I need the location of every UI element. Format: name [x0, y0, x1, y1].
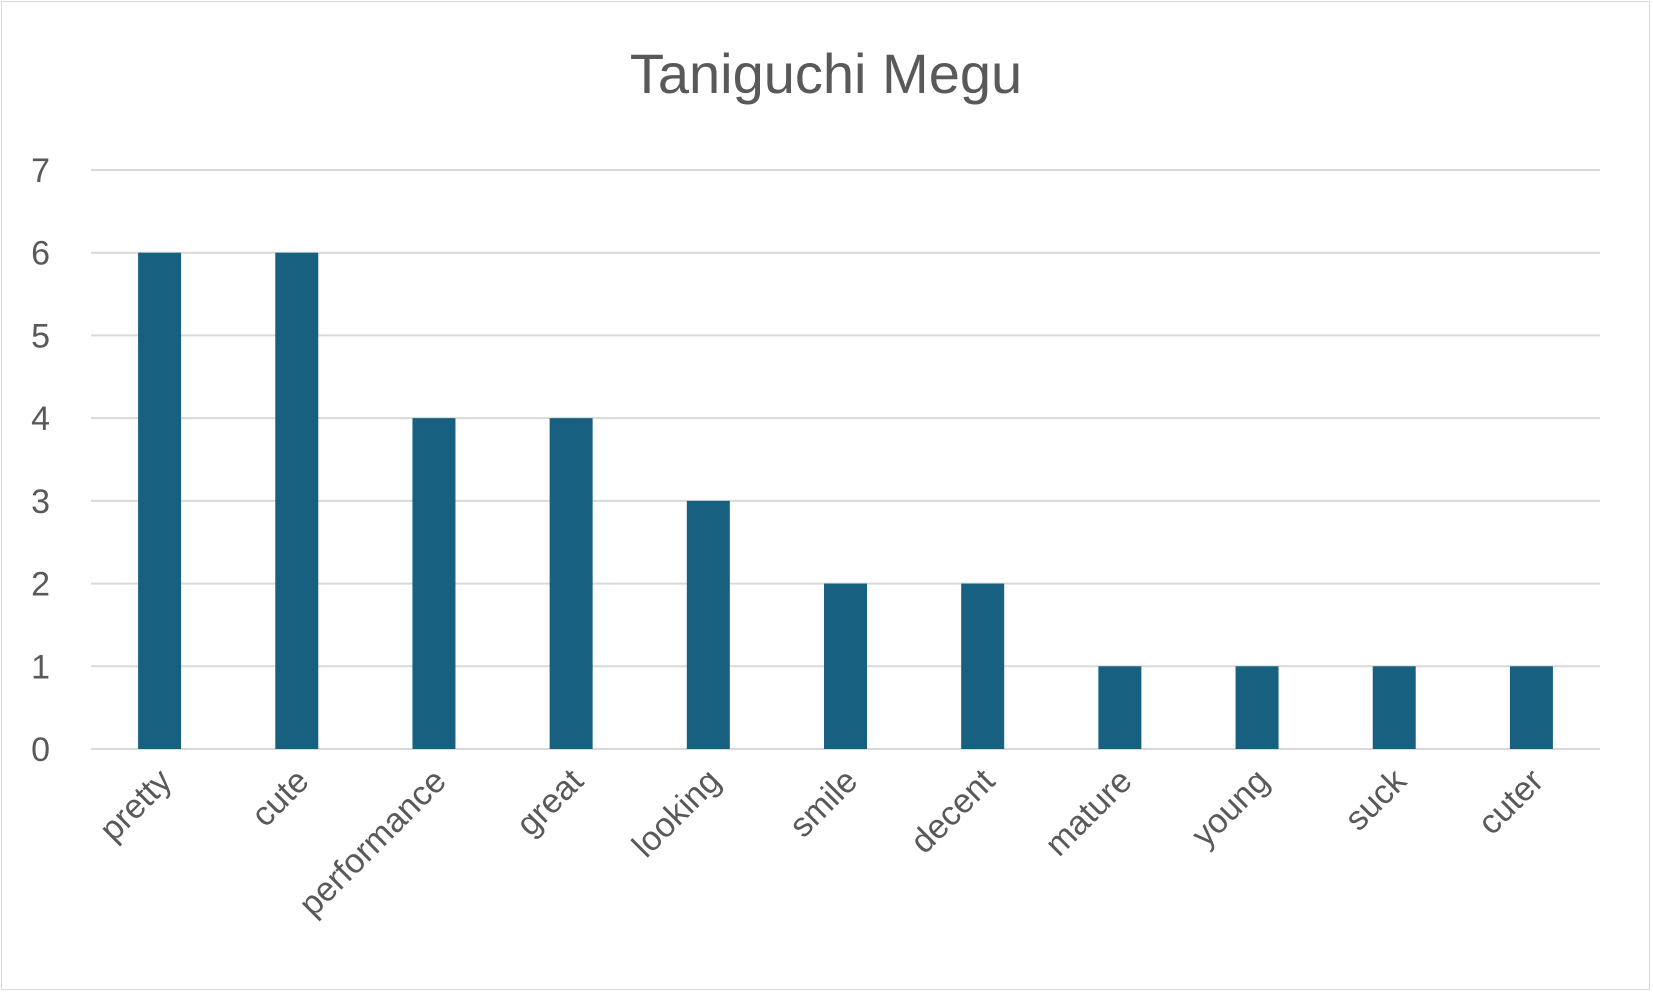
- x-tick-label: decent: [903, 761, 1002, 860]
- bar-suck: [1372, 666, 1416, 749]
- x-tick-label: cute: [244, 762, 316, 834]
- x-tick-label: great: [509, 761, 591, 843]
- bar-looking: [686, 500, 730, 749]
- bar-great: [549, 418, 593, 749]
- y-tick-label: 7: [31, 152, 50, 190]
- y-tick-label: 5: [31, 317, 50, 355]
- bar-mature: [1098, 666, 1142, 749]
- x-tick-label: pretty: [92, 762, 179, 849]
- x-tick-label: looking: [625, 762, 728, 865]
- x-tick-label: suck: [1338, 761, 1415, 838]
- x-tick-label: performance: [292, 762, 454, 924]
- bar-cute: [275, 252, 319, 749]
- bars: [138, 252, 1553, 749]
- bar-performance: [412, 418, 456, 749]
- bar-decent: [961, 583, 1005, 749]
- y-tick-label: 4: [31, 400, 50, 438]
- bar-cuter: [1509, 666, 1553, 749]
- x-tick-label: smile: [782, 762, 865, 845]
- x-tick-label: cuter: [1471, 762, 1551, 842]
- y-tick-label: 6: [31, 235, 50, 273]
- gridlines: [91, 169, 1600, 750]
- y-tick-label: 1: [31, 648, 50, 686]
- bar-pretty: [138, 252, 182, 749]
- chart-title: Taniguchi Megu: [630, 42, 1022, 105]
- bar-smile: [824, 583, 867, 749]
- y-tick-label: 3: [31, 483, 50, 521]
- y-tick-label: 0: [31, 731, 50, 769]
- x-tick-label: mature: [1038, 762, 1140, 864]
- bar-young: [1235, 666, 1279, 749]
- y-tick-label: 2: [31, 566, 50, 604]
- y-axis-ticks: 0 1 2 3 4 5 6 7: [31, 152, 50, 769]
- x-tick-label: young: [1184, 762, 1276, 854]
